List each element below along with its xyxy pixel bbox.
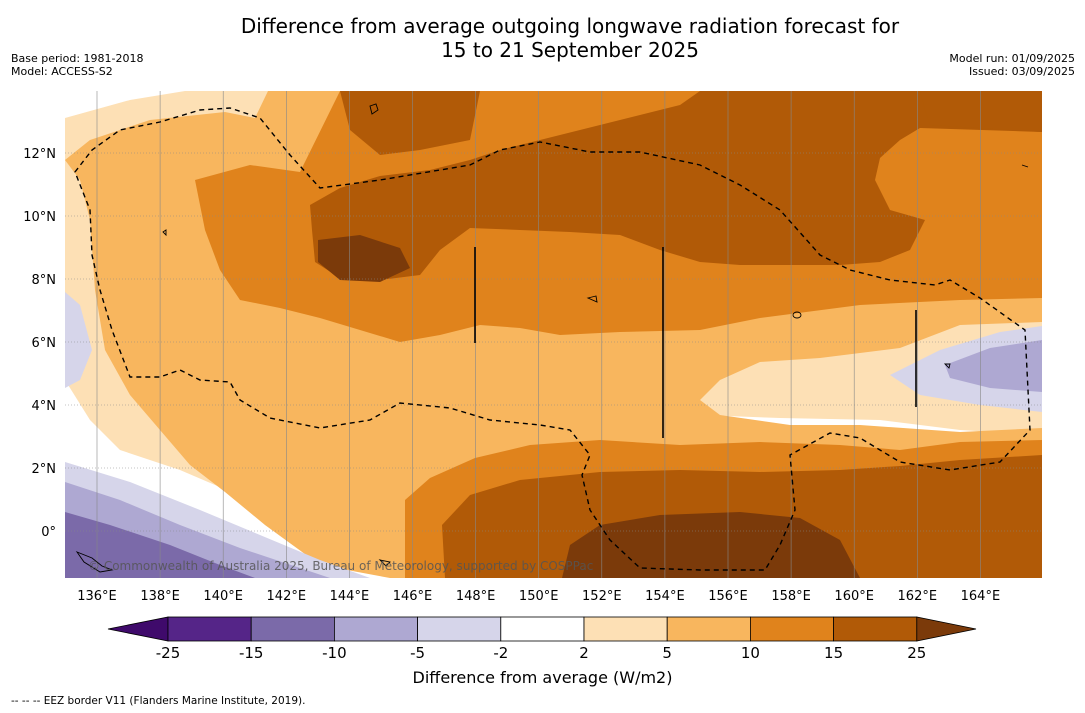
colorbar-tick-label: 10: [741, 644, 760, 662]
lon-tick-label: 138°E: [140, 589, 180, 604]
band-15-25-ne: [920, 91, 1042, 132]
lon-tick-label: 150°E: [519, 589, 559, 604]
colorbar: [107, 616, 977, 642]
lon-tick-label: 142°E: [267, 589, 307, 604]
colorbar-extend-low: [107, 616, 169, 642]
lon-tick-label: 164°E: [961, 589, 1001, 604]
lon-tick-label: 148°E: [456, 589, 496, 604]
model-run: Model run: 01/09/2025: [949, 52, 1075, 65]
islands: [75, 103, 1029, 573]
lon-tick-label: 140°E: [203, 589, 243, 604]
colorbar-tick-label: 15: [824, 644, 843, 662]
colorbar-swatch: [250, 616, 335, 642]
colorbar-tick-label: -2: [493, 644, 508, 662]
colorbar-swatch: [500, 616, 585, 642]
lat-tick-label: 2°N: [32, 462, 57, 477]
lon-tick-label: 144°E: [330, 589, 370, 604]
lat-tick-label: 0°: [41, 525, 56, 540]
lat-tick-label: 6°N: [32, 336, 57, 351]
band-neg-east-inner: [945, 340, 1042, 392]
band-neg-west: [65, 292, 92, 388]
colorbar-tick-label: -15: [239, 644, 264, 662]
colorbar-tick-label: -25: [156, 644, 181, 662]
copyright-text: © Commonwealth of Australia 2025, Bureau…: [88, 559, 593, 573]
band-gt25-south: [562, 512, 860, 578]
map-title: Difference from average outgoing longwav…: [140, 14, 1000, 62]
map-panel: © Commonwealth of Australia 2025, Bureau…: [65, 91, 1042, 578]
colorbar-swatch: [417, 616, 502, 642]
title-line-2: 15 to 21 September 2025: [441, 38, 699, 62]
band-15-25-nw: [340, 91, 480, 155]
meta-right: Model run: 01/09/2025 Issued: 03/09/2025: [949, 52, 1075, 78]
lon-tick-label: 146°E: [393, 589, 433, 604]
colorbar-tick-label: 5: [662, 644, 672, 662]
band-gt25-spot: [318, 235, 410, 282]
lon-tick-label: 152°E: [582, 589, 622, 604]
lon-tick-label: 136°E: [77, 589, 117, 604]
colorbar-swatch: [167, 616, 252, 642]
colorbar-extend-high: [916, 616, 977, 642]
colorbar-tick-label: 25: [907, 644, 926, 662]
lat-tick-label: 12°N: [23, 147, 56, 162]
band-15-25-north: [310, 91, 1042, 280]
lon-tick-label: 156°E: [708, 589, 748, 604]
colorbar-swatch: [833, 616, 918, 642]
colorbar-tick-label: -10: [322, 644, 347, 662]
colorbar-tick-label: 2: [579, 644, 589, 662]
lat-tick-label: 4°N: [32, 399, 57, 414]
lat-tick-label: 8°N: [32, 273, 57, 288]
lon-tick-label: 154°E: [645, 589, 685, 604]
issued-date: Issued: 03/09/2025: [968, 65, 1075, 78]
colorbar-label: Difference from average (W/m2): [412, 668, 673, 687]
model-name: Model: ACCESS-S2: [11, 65, 113, 78]
latitude-ticks: 0° 2°N 4°N 6°N 8°N 10°N 12°N: [23, 147, 56, 540]
eez-border-north: [74, 107, 1031, 571]
base-period: Base period: 1981-2018: [11, 52, 144, 65]
colorbar-swatch: [750, 616, 835, 642]
lon-tick-label: 158°E: [771, 589, 811, 604]
colorbar-tick-label: -5: [410, 644, 425, 662]
colorbar-swatch: [333, 616, 418, 642]
lon-tick-label: 160°E: [834, 589, 874, 604]
title-line-1: Difference from average outgoing longwav…: [240, 14, 900, 38]
meta-left: Base period: 1981-2018 Model: ACCESS-S2: [11, 52, 143, 78]
eez-footnote: -- -- -- EEZ border V11 (Flanders Marine…: [11, 695, 306, 707]
lat-tick-label: 10°N: [23, 210, 56, 225]
longitude-ticks: 136°E 138°E 140°E 142°E 144°E 146°E 148°E 150°E…: [77, 589, 1000, 604]
colorbar-swatch: [583, 616, 668, 642]
colorbar-swatch: [666, 616, 751, 642]
lon-tick-label: 162°E: [898, 589, 938, 604]
colorbar-ticks: -25 -15 -10 -5 -2 2 5 10 15 25: [156, 644, 927, 662]
